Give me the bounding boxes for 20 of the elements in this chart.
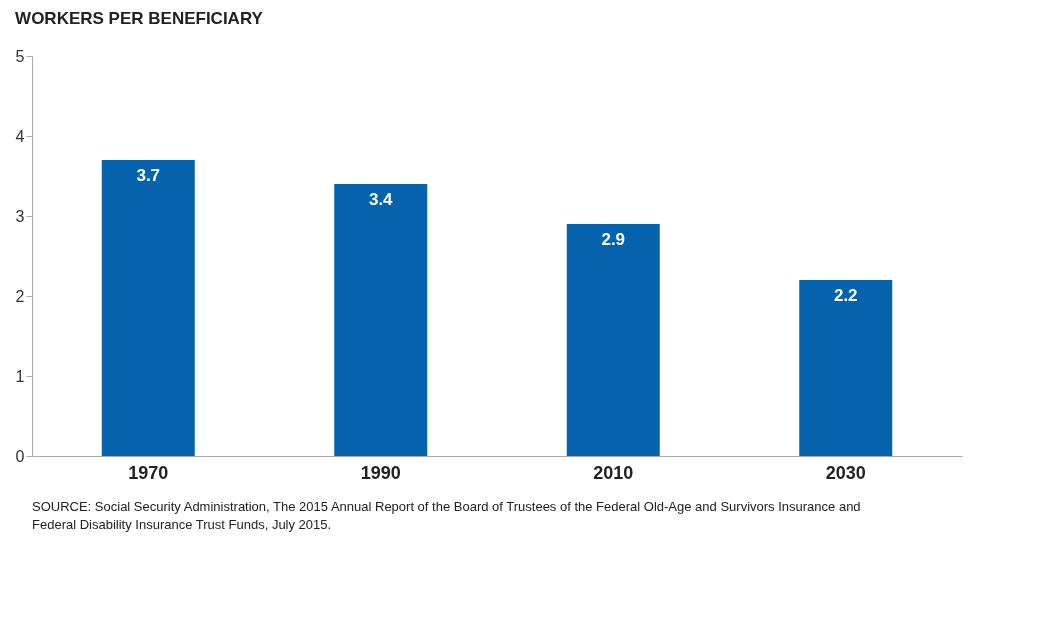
- y-tick-label: 1: [15, 367, 25, 385]
- x-tick-label: 2030: [825, 462, 866, 483]
- y-tick-label: 3: [15, 207, 25, 225]
- y-tick-label: 5: [15, 47, 25, 65]
- data-label: 3.7: [136, 166, 161, 185]
- chart-title: WORKERS PER BENEFICIARY: [15, 9, 264, 28]
- source-note: SOURCE: Social Security Administration, The 2015 Annual Report of the Board of Trustees of the Federal Old-Age and Survivors Insurance and Federal Disability Insurance Trust Funds, July 2015.: [32, 499, 861, 532]
- bar: [799, 280, 893, 456]
- data-label: 2.2: [833, 286, 858, 305]
- bar: [334, 184, 428, 456]
- y-tick-label: 4: [15, 127, 25, 145]
- data-label: 2.9: [601, 230, 626, 249]
- x-tick-label: 1970: [128, 462, 169, 483]
- x-tick-label: 2010: [593, 462, 634, 483]
- bar: [566, 224, 660, 456]
- x-tick-label: 1990: [360, 462, 401, 483]
- y-tick-label: 0: [15, 447, 25, 465]
- bar: [101, 160, 195, 456]
- y-tick-label: 2: [15, 287, 25, 305]
- data-label: 3.4: [368, 190, 394, 209]
